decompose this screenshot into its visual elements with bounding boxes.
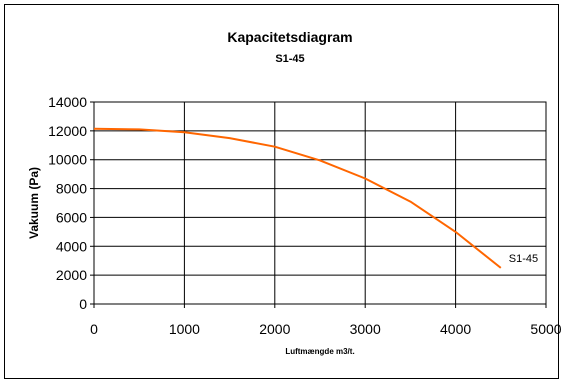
chart-title: Kapacitetsdiagram [227,29,352,45]
series-label: S1-45 [509,253,538,265]
y-tick-label: 8000 [56,181,87,197]
y-tick-label: 14000 [48,94,87,110]
x-tick-label: 4000 [440,321,471,337]
x-tick-label: 0 [90,321,98,337]
y-axis-ticks: 0 2000 4000 6000 8000 10000 12000 14000 [48,94,94,312]
chart-subtitle: S1-45 [275,53,304,65]
x-tick-label: 1000 [169,321,200,337]
y-tick-label: 2000 [56,267,87,283]
chart-frame [4,4,559,379]
x-axis-ticks: 0 1000 2000 3000 4000 5000 [90,304,562,337]
x-axis-label: Luftmængde m3/t. [285,347,354,356]
y-axis-label: Vakuum (Pa) [27,167,41,239]
series-line [93,127,502,269]
y-tick-label: 6000 [56,209,87,225]
y-tick-label: 12000 [48,123,87,139]
plot-area [93,101,547,305]
x-tick-label: 3000 [350,321,381,337]
x-tick-label: 2000 [259,321,290,337]
grid [93,101,547,305]
y-tick-label: 4000 [56,238,87,254]
series-group: S1-45 [93,127,538,269]
x-tick-label: 5000 [530,321,561,337]
y-tick-label: 0 [79,296,87,312]
y-tick-label: 10000 [48,152,87,168]
